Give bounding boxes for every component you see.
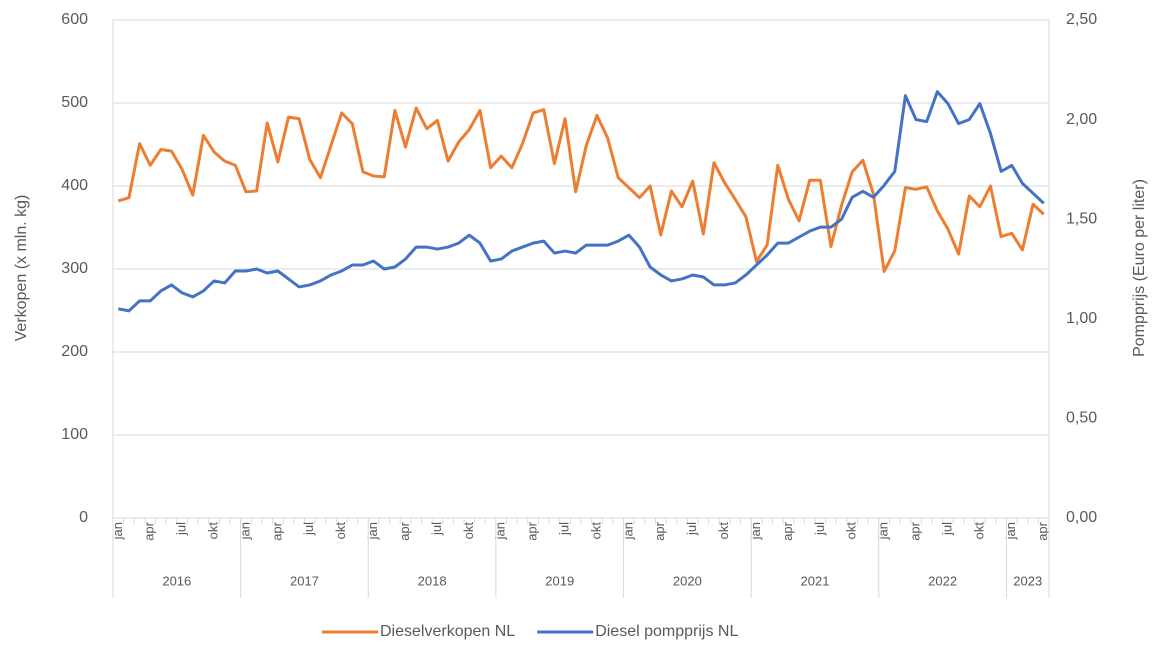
x-tick-label: okt — [461, 522, 476, 540]
x-tick-label: jan — [110, 522, 125, 540]
x-tick-label: apr — [397, 521, 412, 540]
y2-tick-label: 0,50 — [1066, 410, 1097, 427]
y-tick-label: 400 — [61, 177, 88, 194]
x-tick-label: jul — [939, 522, 954, 536]
series-line — [117, 106, 1045, 273]
y2-tick-label: 2,00 — [1066, 111, 1097, 128]
x-tick-label: apr — [652, 521, 667, 540]
y2-tick-label: 1,00 — [1066, 310, 1097, 327]
x-tick-label: jan — [493, 522, 508, 540]
year-label: 2019 — [545, 573, 574, 588]
year-label: 2017 — [290, 573, 319, 588]
year-label: 2022 — [928, 573, 957, 588]
x-tick-label: jan — [1003, 522, 1018, 540]
x-tick-label: jul — [812, 522, 827, 536]
x-tick-label: apr — [269, 521, 284, 540]
y2-tick-label: 1,50 — [1066, 210, 1097, 227]
series-line — [118, 90, 1045, 313]
x-tick-label: jul — [174, 522, 189, 536]
x-tick-label: jan — [620, 522, 635, 540]
y2-axis-title: Pompprijs (Euro per liter) — [1131, 179, 1148, 357]
x-tick-label: jan — [876, 522, 891, 540]
x-tick-label: apr — [907, 521, 922, 540]
x-tick-label: okt — [588, 522, 603, 540]
year-label: 2020 — [673, 573, 702, 588]
y2-tick-label: 2,50 — [1066, 11, 1097, 28]
x-tick-label: okt — [716, 522, 731, 540]
x-tick-label: jul — [556, 522, 571, 536]
x-tick-label: apr — [1035, 521, 1050, 540]
year-label: 2018 — [418, 573, 447, 588]
y-tick-label: 600 — [61, 11, 88, 28]
y-tick-label: 0 — [79, 509, 88, 526]
x-tick-label: okt — [844, 522, 859, 540]
year-label: 2016 — [162, 573, 191, 588]
x-tick-label: apr — [142, 521, 157, 540]
x-tick-label: jan — [237, 522, 252, 540]
x-tick-label: okt — [333, 522, 348, 540]
y-tick-label: 200 — [61, 343, 88, 360]
x-tick-label: apr — [525, 521, 540, 540]
x-tick-label: jul — [301, 522, 316, 536]
y-tick-label: 100 — [61, 426, 88, 443]
y-axis-title: Verkopen (x mln. kg) — [13, 195, 30, 342]
legend-label: Diesel pompprijs NL — [595, 623, 738, 640]
y-tick-label: 300 — [61, 260, 88, 277]
x-tick-label: jan — [365, 522, 380, 540]
y-tick-label: 500 — [61, 94, 88, 111]
year-label: 2021 — [801, 573, 830, 588]
x-tick-label: apr — [780, 521, 795, 540]
x-tick-label: okt — [971, 522, 986, 540]
y2-tick-label: 0,00 — [1066, 509, 1097, 526]
x-tick-label: okt — [205, 522, 220, 540]
x-tick-label: jul — [429, 522, 444, 536]
x-tick-label: jan — [748, 522, 763, 540]
legend-label: Dieselverkopen NL — [380, 623, 515, 640]
x-tick-label: jul — [684, 522, 699, 536]
year-label: 2023 — [1013, 573, 1042, 588]
